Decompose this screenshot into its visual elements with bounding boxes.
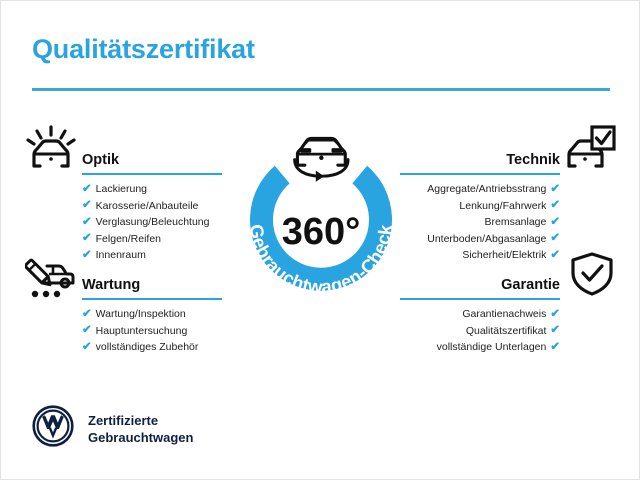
list-item: ✔ Innenraum [82, 247, 209, 264]
list-item: ✔ Lackierung [82, 181, 209, 198]
list-item-label: Qualitätszertifikat [465, 324, 547, 337]
list-item-label: Lackierung [95, 183, 148, 195]
check-icon: ✔ [82, 248, 92, 261]
shield-check-icon [567, 251, 617, 302]
check-icon: ✔ [82, 232, 92, 244]
section-wartung: Wartung ✔ Wartung/Inspektion ✔ Hauptunte… [23, 258, 222, 353]
list-item: Garantienachweis ✔ [437, 306, 560, 323]
check-icon: ✔ [82, 307, 92, 320]
list-item: Unterboden/Abgasanlage ✔ [427, 231, 560, 248]
list-item: Sicherheit/Elektrik ✔ [427, 247, 560, 264]
check-icon: ✔ [550, 182, 560, 195]
section-divider-optik [82, 173, 222, 175]
check-icon: ✔ [82, 199, 92, 211]
check-icon: ✔ [550, 340, 560, 353]
car-rotate-360-icon [293, 136, 350, 182]
list-item: ✔ vollständiges Zubehör [82, 339, 198, 356]
car-shine-icon [25, 124, 77, 175]
list-item-label: Karosserie/Anbauteile [95, 199, 199, 212]
list-item-label: Hauptuntersuchung [95, 324, 188, 337]
check-icon: ✔ [550, 324, 560, 336]
list-item: vollständige Unterlagen ✔ [437, 339, 560, 356]
badge-center-label: 360° [282, 211, 361, 253]
section-divider-technik [400, 173, 560, 175]
list-item-label: Unterboden/Abgasanlage [427, 232, 547, 245]
section-list-wartung: ✔ Wartung/Inspektion ✔ Hauptuntersuchung… [82, 306, 198, 356]
volkswagen-logo [32, 405, 74, 452]
section-list-technik: Aggregate/Antriebsstrang ✔ Lenkung/Fahrw… [427, 181, 560, 264]
list-item: ✔ Wartung/Inspektion [82, 306, 198, 323]
section-technik: Technik Aggregate/Antriebsstrang ✔ Lenku… [400, 125, 616, 261]
list-item-label: vollständige Unterlagen [436, 341, 547, 353]
check-icon: ✔ [82, 324, 92, 336]
section-list-optik: ✔ Lackierung ✔ Karosserie/Anbauteile ✔ V… [82, 181, 209, 264]
section-divider-wartung [82, 298, 222, 300]
footer-brand: Zertifizierte Gebrauchtwagen [32, 405, 193, 452]
section-title-garantie: Garantie [501, 277, 560, 293]
footer-text: Zertifizierte Gebrauchtwagen [88, 412, 193, 446]
list-item-label: Lenkung/Fahrwerk [459, 199, 547, 212]
section-divider-garantie [400, 298, 560, 300]
list-item: ✔ Karosserie/Anbauteile [82, 198, 209, 215]
check-icon: ✔ [82, 182, 92, 195]
check-icon: ✔ [82, 340, 92, 353]
car-pencil-service-icon [23, 253, 77, 304]
check-icon: ✔ [550, 232, 560, 244]
section-title-wartung: Wartung [82, 277, 141, 293]
check-icon: ✔ [82, 215, 92, 228]
list-item: Aggregate/Antriebsstrang ✔ [427, 181, 560, 198]
page-title: Qualitätszertifikat [32, 34, 255, 64]
list-item: Lenkung/Fahrwerk ✔ [427, 198, 560, 215]
list-item: ✔ Verglasung/Beleuchtung [82, 214, 209, 231]
section-title-technik: Technik [506, 152, 560, 168]
car-checkbox-icon [563, 124, 617, 175]
list-item-label: Felgen/Reifen [95, 232, 162, 245]
section-title-optik: Optik [82, 152, 120, 168]
list-item-label: Garantienachweis [462, 308, 547, 320]
list-item-label: Innenraum [95, 249, 146, 261]
check-icon: ✔ [550, 248, 560, 261]
check-icon: ✔ [550, 199, 560, 211]
check-icon: ✔ [550, 215, 560, 228]
badge-ring [249, 165, 392, 291]
section-garantie: Garantie Garantienachweis ✔ Qualitätszer… [400, 252, 613, 353]
section-list-garantie: Garantienachweis ✔ Qualitätszertifikat ✔… [437, 306, 560, 356]
section-optik: Optik ✔ Lackierung ✔ Karosserie/Anbautei… [26, 125, 222, 261]
list-item: ✔ Felgen/Reifen [82, 231, 209, 248]
list-item-label: Sicherheit/Elektrik [462, 249, 547, 261]
title-divider [32, 88, 610, 91]
list-item-label: Aggregate/Antriebsstrang [427, 183, 547, 195]
list-item: ✔ Hauptuntersuchung [82, 323, 198, 340]
list-item: Bremsanlage ✔ [427, 214, 560, 231]
list-item-label: vollständiges Zubehör [95, 341, 199, 353]
360-check-badge: Gebrauchtwagen-Check 360° [234, 119, 408, 309]
list-item: Qualitätszertifikat ✔ [437, 323, 560, 340]
list-item-label: Wartung/Inspektion [95, 308, 186, 320]
list-item-label: Bremsanlage [484, 216, 547, 228]
footer-line-1: Zertifizierte [88, 412, 159, 428]
footer-line-2: Gebrauchtwagen [88, 429, 194, 445]
check-icon: ✔ [550, 307, 560, 320]
list-item-label: Verglasung/Beleuchtung [95, 216, 210, 228]
